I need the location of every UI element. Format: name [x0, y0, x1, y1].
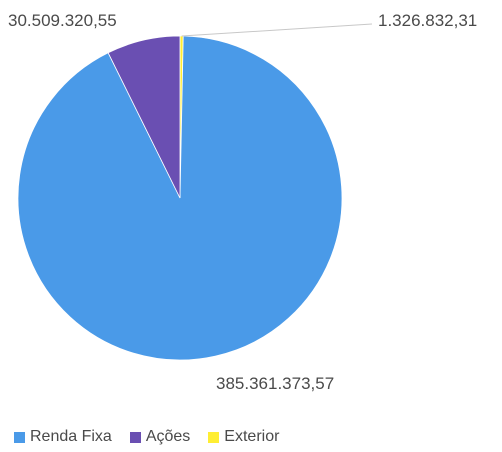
legend-item-acoes: Ações	[129, 428, 191, 446]
legend-swatch-exterior	[208, 431, 220, 443]
legend-label-acoes: Ações	[145, 428, 191, 445]
legend-item-exterior: Exterior	[208, 428, 279, 446]
data-label-acoes: 30.509.320,55	[8, 11, 117, 30]
data-label-exterior: 1.326.832,31	[378, 11, 477, 30]
pie-chart: 30.509.320,55 1.326.832,31 385.361.373,57	[8, 11, 477, 393]
legend-label-exterior: Exterior	[224, 428, 280, 445]
legend-label-renda-fixa: Renda Fixa	[30, 428, 112, 445]
pie-slice-acoes	[107, 35, 181, 199]
legend-item-renda-fixa: Renda Fixa	[14, 428, 112, 446]
leader-line-exterior	[181, 23, 373, 37]
legend: Renda Fixa Ações Exterior	[14, 428, 279, 446]
legend-swatch-acoes	[129, 431, 141, 443]
data-label-renda-fixa: 385.361.373,57	[216, 374, 334, 393]
legend-swatch-renda-fixa	[14, 431, 25, 443]
